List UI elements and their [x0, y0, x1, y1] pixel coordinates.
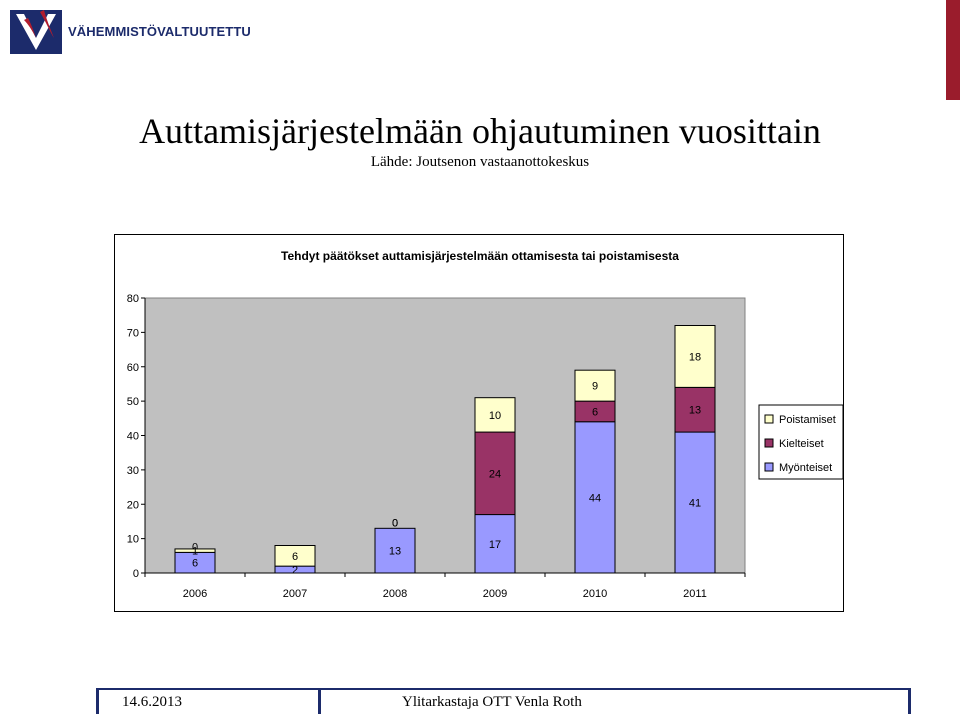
x-tick-label: 2007: [283, 588, 307, 600]
slide-title: Auttamisjärjestelmään ohjautuminen vuosi…: [139, 111, 821, 151]
data-label: 24: [489, 468, 501, 480]
legend-label: Poistamiset: [779, 414, 836, 426]
footer-tick: [96, 688, 99, 714]
x-tick-label: 2009: [483, 588, 507, 600]
footer-date: 14.6.2013: [122, 694, 182, 710]
data-label: 17: [489, 539, 501, 551]
data-label: 1: [192, 546, 198, 558]
bar-segment: [574, 369, 616, 402]
y-tick-label: 50: [127, 396, 139, 408]
legend-label: Kielteiset: [779, 438, 824, 450]
footer-divider: [96, 688, 908, 690]
y-tick-label: 60: [127, 362, 139, 374]
bar-segment: [474, 514, 516, 574]
data-label: 18: [689, 351, 701, 363]
chart-title: Tehdyt päätökset auttamisjärjestelmään o…: [281, 249, 679, 263]
x-tick-label: 2008: [383, 588, 407, 600]
bar-segment: [674, 431, 716, 574]
legend-swatch: [764, 414, 774, 424]
y-tick-label: 0: [133, 568, 139, 580]
data-label: 9: [592, 381, 598, 393]
bar-segment: [674, 386, 716, 433]
y-tick-label: 10: [127, 534, 139, 546]
bar-segment: [474, 431, 516, 516]
bar-segment: [574, 421, 616, 574]
data-label: 0: [392, 517, 398, 529]
y-tick-label: 80: [127, 293, 139, 305]
footer-author: Ylitarkastaja OTT Venla Roth: [402, 694, 582, 710]
data-label: 41: [689, 498, 701, 510]
slide-subtitle: Lähde: Joutsenon vastaanottokeskus: [370, 154, 590, 170]
logo-text: VÄHEMMISTÖVALTUUTETTU: [68, 24, 251, 39]
y-tick-label: 40: [127, 431, 139, 443]
data-label: 13: [689, 405, 701, 417]
bar-segment: [674, 325, 716, 388]
legend-label: Myönteiset: [779, 462, 832, 474]
plot-background: [144, 297, 746, 574]
data-label: 0: [392, 517, 398, 529]
data-label: 6: [292, 551, 298, 563]
data-label: 10: [489, 410, 501, 422]
y-tick-label: 70: [127, 327, 139, 339]
footer-tick: [318, 688, 321, 714]
bar-segment: [474, 397, 516, 433]
data-label: 44: [589, 492, 601, 504]
data-label: 13: [389, 546, 401, 558]
vahemmistovaltuutettu-v-logo-icon: [10, 10, 62, 54]
footer-tick: [908, 688, 911, 714]
legend: Poistamiset Kielteiset Myönteiset: [758, 404, 844, 480]
x-tick-label: 2006: [183, 588, 207, 600]
data-label: 6: [192, 558, 198, 570]
legend-swatch: [764, 438, 774, 448]
y-tick-label: 20: [127, 499, 139, 511]
decorative-stripe: [946, 0, 960, 100]
data-label: 0: [192, 541, 198, 553]
logo: [10, 8, 210, 56]
legend-swatch: [764, 462, 774, 472]
bar-segment: [174, 548, 216, 553]
x-tick-label: 2010: [583, 588, 607, 600]
y-tick-label: 30: [127, 465, 139, 477]
chart-area: Tehdyt päätökset auttamisjärjestelmään o…: [114, 234, 844, 612]
bar-segment: [274, 545, 316, 567]
data-label: 6: [592, 406, 598, 418]
stacked-bar-chart: Tehdyt päätökset auttamisjärjestelmään o…: [127, 249, 844, 600]
data-label: 2: [292, 565, 298, 577]
x-tick-label: 2011: [683, 588, 707, 600]
bar-segment: [374, 527, 416, 574]
